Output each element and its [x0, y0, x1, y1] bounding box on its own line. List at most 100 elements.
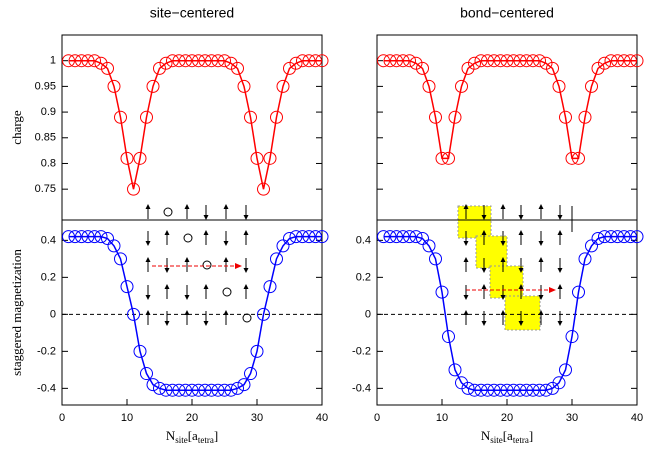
data-point	[500, 54, 514, 68]
spin-arrow-head	[500, 204, 506, 209]
data-point	[429, 110, 442, 124]
spin-arrow-head	[184, 295, 190, 300]
data-point	[218, 54, 231, 68]
spin-arrow-head	[481, 215, 487, 220]
data-point	[315, 54, 329, 68]
spin-arrow-head	[164, 321, 170, 326]
data-point	[172, 383, 186, 397]
spin-arrow-head	[243, 230, 249, 235]
data-point	[75, 54, 88, 68]
data-point	[468, 56, 481, 70]
data-point	[94, 230, 108, 244]
data-point	[481, 54, 494, 68]
data-point	[585, 239, 598, 253]
data-point	[578, 252, 592, 266]
data-point	[218, 383, 231, 397]
data-point	[146, 378, 160, 392]
data-point	[526, 383, 540, 397]
spin-arrow-head	[463, 310, 469, 315]
data-point	[198, 383, 212, 397]
data-point	[257, 307, 270, 321]
data-point	[513, 383, 527, 397]
x-tick-label: 40	[316, 412, 328, 424]
spin-arrow-head	[463, 241, 469, 246]
spin-arrow-head	[538, 241, 544, 246]
data-line	[383, 59, 637, 160]
data-point	[533, 383, 546, 397]
x-axis-label: Nsite[atetra]	[481, 428, 533, 445]
data-point	[416, 61, 429, 75]
data-point	[185, 383, 199, 397]
spin-arrow-head	[203, 230, 209, 235]
data-point	[429, 252, 442, 266]
data-point	[114, 110, 127, 124]
spin-arrow-head	[145, 241, 151, 246]
data-point	[520, 383, 533, 397]
spin-arrow-head	[463, 257, 469, 262]
data-point	[390, 54, 403, 68]
x-axis-label-part: tetra	[513, 435, 529, 445]
data-point	[520, 54, 533, 68]
spin-arrow-head	[145, 295, 151, 300]
data-point	[396, 54, 410, 68]
data-point	[585, 79, 598, 93]
data-point	[630, 54, 644, 68]
data-point	[75, 230, 88, 244]
spin-arrow-head	[538, 204, 544, 209]
data-point	[140, 110, 153, 124]
x-tick-label: 30	[566, 412, 578, 424]
data-point	[559, 363, 572, 377]
hole	[242, 313, 252, 323]
data-point	[237, 79, 251, 93]
data-point	[617, 54, 631, 68]
y-tick-label: 0.85	[35, 132, 56, 144]
data-point	[422, 79, 436, 93]
y-tick-label: 0.2	[356, 271, 371, 283]
data-point	[153, 381, 166, 395]
data-point	[244, 110, 257, 124]
data-point	[591, 232, 605, 245]
data-point	[546, 61, 559, 75]
spin-arrow-head	[500, 257, 506, 262]
spin-arrow-head	[518, 230, 524, 235]
data-point	[231, 381, 244, 395]
data-point	[179, 54, 192, 68]
y-tick-label: 0.4	[41, 234, 56, 246]
y-tick-label: 0.4	[356, 234, 371, 246]
y-tick-label: -0.2	[37, 345, 56, 357]
spin-arrow-head	[145, 310, 151, 315]
spin-arrow-head	[164, 230, 170, 235]
x-axis-label-part: ]	[529, 428, 533, 443]
x-axis-label-part: site	[175, 435, 188, 445]
spin-arrow-head	[557, 215, 563, 220]
data-point	[422, 239, 436, 253]
spin-arrow-head	[557, 321, 563, 326]
data-point	[81, 230, 95, 244]
data-point	[487, 54, 501, 68]
data-point	[494, 383, 507, 397]
spin-arrow-head	[538, 295, 544, 300]
data-point	[461, 61, 475, 75]
data-point	[442, 151, 455, 165]
data-point	[435, 151, 449, 165]
data-point	[604, 230, 618, 244]
data-point	[263, 280, 277, 294]
data-point	[507, 54, 520, 68]
spin-arrow-head	[184, 204, 190, 209]
x-axis-label-part: N	[481, 428, 491, 443]
spin-arrow-head	[557, 268, 563, 273]
data-line	[68, 235, 322, 391]
data-point	[250, 344, 264, 358]
data-point	[572, 285, 585, 299]
spin-arrow-head	[481, 284, 487, 289]
y-tick-label: 0.95	[35, 80, 56, 92]
shift-arrow-head	[549, 287, 556, 293]
data-point	[224, 383, 238, 397]
data-point	[88, 230, 101, 244]
data-point	[598, 56, 611, 70]
data-point	[578, 110, 592, 124]
data-point	[276, 239, 290, 253]
data-point	[244, 367, 257, 381]
data-point	[192, 54, 205, 68]
spin-arrow-head	[243, 284, 249, 289]
